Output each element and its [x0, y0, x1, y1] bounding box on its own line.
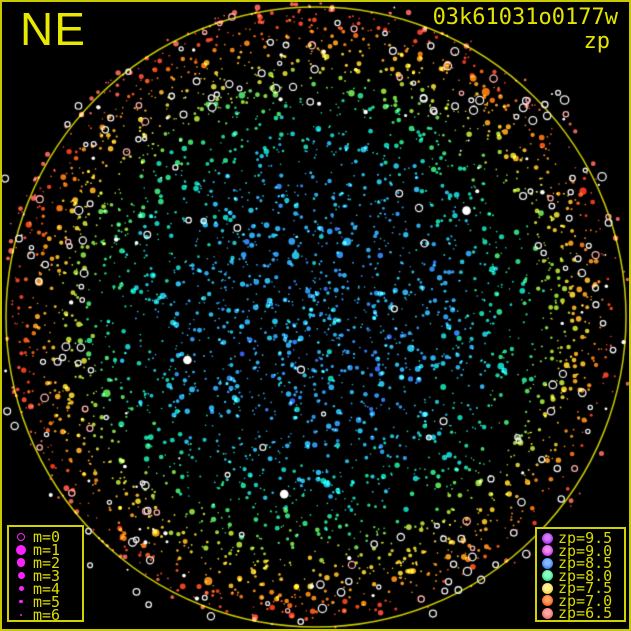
legend-m-rows: m=0 m=1 m=2 m=3 m=4 m=5 m=6: [9, 527, 82, 624]
legend-m-label: m=4: [33, 579, 61, 598]
orientation-label: NE: [20, 3, 86, 55]
legend-m-row: m=2: [9, 553, 82, 572]
legend-zp-row: zp=7.5: [537, 579, 624, 598]
zp-color-marker: [537, 545, 558, 557]
legend-zp-label: zp=8.0: [558, 566, 613, 585]
legend-m-row: m=5: [9, 592, 82, 611]
zp-axis-label: zp: [583, 29, 611, 54]
filled-circle-marker: [9, 558, 33, 567]
open-circle-marker: [9, 532, 33, 541]
legend-zp-label: zp=8.5: [558, 554, 613, 573]
filled-circle-marker: [9, 572, 33, 579]
filled-circle-marker: [9, 599, 33, 604]
legend-zp-label: zp=9.0: [558, 541, 613, 560]
zp-color-marker: [537, 570, 558, 582]
zeropoint-legend: zp=9.5 zp=9.0 zp=8.5 zp=8.0 zp=7.5 zp=7.0 zp=6…: [535, 527, 626, 622]
legend-m-label: m=1: [33, 540, 61, 559]
legend-zp-label: zp=7.5: [558, 579, 613, 598]
legend-zp-rows: zp=9.5 zp=9.0 zp=8.5 zp=8.0 zp=7.5 zp=7.0 zp=6…: [537, 529, 624, 623]
filled-circle-marker: [9, 613, 33, 616]
legend-m-row: m=6: [9, 605, 82, 624]
legend-zp-label: zp=7.0: [558, 591, 613, 610]
legend-zp-row: zp=9.5: [537, 529, 624, 548]
legend-zp-row: zp=9.0: [537, 541, 624, 560]
legend-zp-row: zp=7.0: [537, 591, 624, 610]
filled-circle-marker: [9, 544, 33, 555]
legend-zp-row: zp=6.5: [537, 604, 624, 623]
zp-color-marker: [537, 557, 558, 569]
legend-zp-row: zp=8.0: [537, 566, 624, 585]
zp-color-marker: [537, 607, 558, 619]
legend-m-label: m=5: [33, 592, 61, 611]
legend-m-label: m=0: [33, 527, 61, 546]
legend-m-label: m=2: [33, 553, 61, 572]
zp-color-marker: [537, 582, 558, 594]
zp-color-marker: [537, 595, 558, 607]
legend-m-row: m=0: [9, 527, 82, 546]
exposure-title: 03k61031o0177w: [432, 5, 618, 30]
filled-circle-marker: [9, 586, 33, 591]
legend-zp-label: zp=9.5: [558, 529, 613, 548]
legend-m-label: m=3: [33, 566, 61, 585]
legend-m-row: m=1: [9, 540, 82, 559]
magnitude-legend: m=0 m=1 m=2 m=3 m=4 m=5 m=6: [7, 525, 84, 622]
zp-color-marker: [537, 532, 558, 544]
legend-m-row: m=3: [9, 566, 82, 585]
legend-zp-row: zp=8.5: [537, 554, 624, 573]
legend-m-label: m=6: [33, 605, 61, 624]
legend-m-row: m=4: [9, 579, 82, 598]
legend-zp-label: zp=6.5: [558, 604, 613, 623]
